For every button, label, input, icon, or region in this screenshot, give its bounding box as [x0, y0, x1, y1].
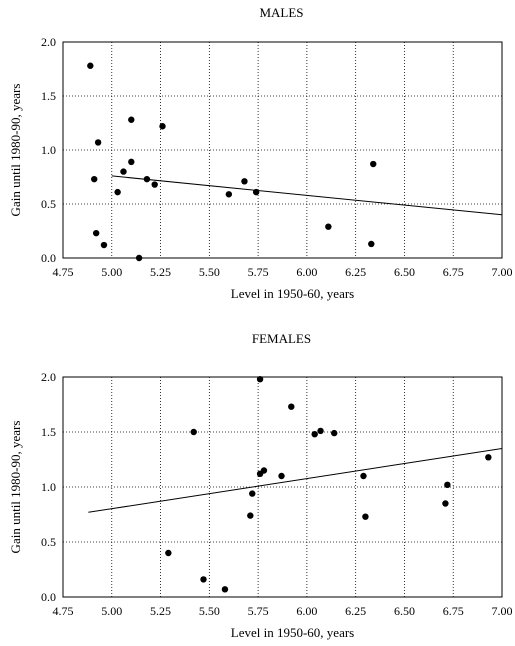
males-x-tick-label: 5.00 [101, 265, 122, 279]
females-data-point [362, 513, 369, 520]
females-data-point [190, 428, 197, 436]
males-data-point [135, 254, 143, 262]
males-x-tick-label: 5.75 [248, 265, 269, 279]
males-x-tick-label: 7.00 [492, 265, 513, 279]
males-data-point [151, 181, 158, 188]
males-data-point [120, 168, 127, 175]
males-data-point [114, 188, 121, 196]
males-trend-line [111, 175, 503, 216]
females-chart-title: FEMALES [252, 331, 311, 346]
females-y-axis-label: Gain until 1980-90, years [8, 421, 23, 554]
females-y-tick-label: 1.0 [41, 480, 56, 494]
females-x-tick-label: 6.25 [345, 604, 366, 618]
males-data-point [91, 175, 98, 183]
males-x-tick-label: 4.75 [53, 265, 74, 279]
males-data-point [159, 123, 166, 130]
females-y-tick-label: 2.0 [41, 370, 56, 384]
females-data-point [288, 403, 295, 410]
females-x-tick-label: 7.00 [492, 604, 513, 618]
males-data-point [100, 241, 108, 249]
males-x-axis-label: Level in 1950-60, years [231, 286, 354, 301]
females-plot-frame [62, 376, 503, 598]
males-data-point [87, 62, 94, 69]
males-x-tick-label: 6.50 [394, 265, 415, 279]
females-x-tick-label: 5.25 [150, 604, 171, 618]
males-data-point [143, 175, 151, 183]
males-data-point [325, 223, 332, 230]
males-y-tick-label: 1.5 [41, 89, 56, 103]
males-y-tick-label: 2.0 [41, 35, 56, 49]
females-x-tick-label: 5.00 [101, 604, 122, 618]
females-y-tick-label: 1.5 [41, 425, 56, 439]
females-x-tick-label: 6.50 [394, 604, 415, 618]
males-x-tick-label: 5.50 [199, 265, 220, 279]
females-x-tick-label: 5.75 [248, 604, 269, 618]
males-data-point [225, 191, 233, 198]
males-x-tick-label: 5.25 [150, 265, 171, 279]
males-x-tick-label: 6.25 [345, 265, 366, 279]
females-data-point [200, 576, 207, 583]
females-data-point [249, 490, 256, 497]
females-x-tick-label: 6.75 [443, 604, 464, 618]
males-data-point [92, 229, 100, 237]
females-x-tick-label: 4.75 [53, 604, 74, 618]
males-y-tick-label: 0.0 [41, 251, 56, 265]
males-data-point [368, 240, 375, 248]
females-data-point [485, 454, 492, 461]
females-x-tick-label: 6.00 [296, 604, 317, 618]
males-chart: MALES 4.75 5.00 5.25 5.50 5.75 6.00 6.25 6.50 6.7… [8, 5, 513, 301]
females-data-point [331, 429, 338, 437]
females-data-point [442, 500, 449, 507]
females-data-point [360, 472, 367, 480]
females-chart: FEMALES 4.75 5.00 5.25 5.50 5.75 6.00 6.25 6.50 6… [8, 331, 513, 640]
females-x-tick-label: 5.50 [199, 604, 220, 618]
males-data-point [128, 158, 135, 166]
males-plot-frame [62, 41, 503, 259]
females-data-point [165, 549, 172, 557]
females-data-point [247, 512, 254, 519]
females-data-point [221, 586, 229, 593]
males-data-point [241, 178, 248, 185]
males-chart-title: MALES [259, 5, 303, 20]
males-y-tick-label: 1.0 [41, 143, 56, 157]
males-y-axis-label: Gain until 1980-90, years [8, 84, 23, 217]
females-y-tick-label: 0.0 [41, 590, 56, 604]
females-data-point [317, 427, 324, 435]
males-data-point [94, 139, 102, 146]
females-data-point [278, 472, 285, 480]
females-y-tick-label: 0.5 [41, 535, 56, 549]
males-x-tick-label: 6.00 [296, 265, 317, 279]
females-data-point [260, 467, 268, 474]
females-trend-line [88, 448, 503, 513]
females-data-point [444, 481, 451, 488]
males-x-tick-label: 6.75 [443, 265, 464, 279]
females-data-point [311, 431, 318, 438]
males-data-point [128, 116, 135, 123]
females-x-axis-label: Level in 1950-60, years [231, 625, 354, 640]
males-y-tick-label: 0.5 [41, 197, 56, 211]
females-data-point [256, 376, 264, 383]
males-data-point [252, 188, 260, 196]
males-data-point [370, 160, 377, 168]
